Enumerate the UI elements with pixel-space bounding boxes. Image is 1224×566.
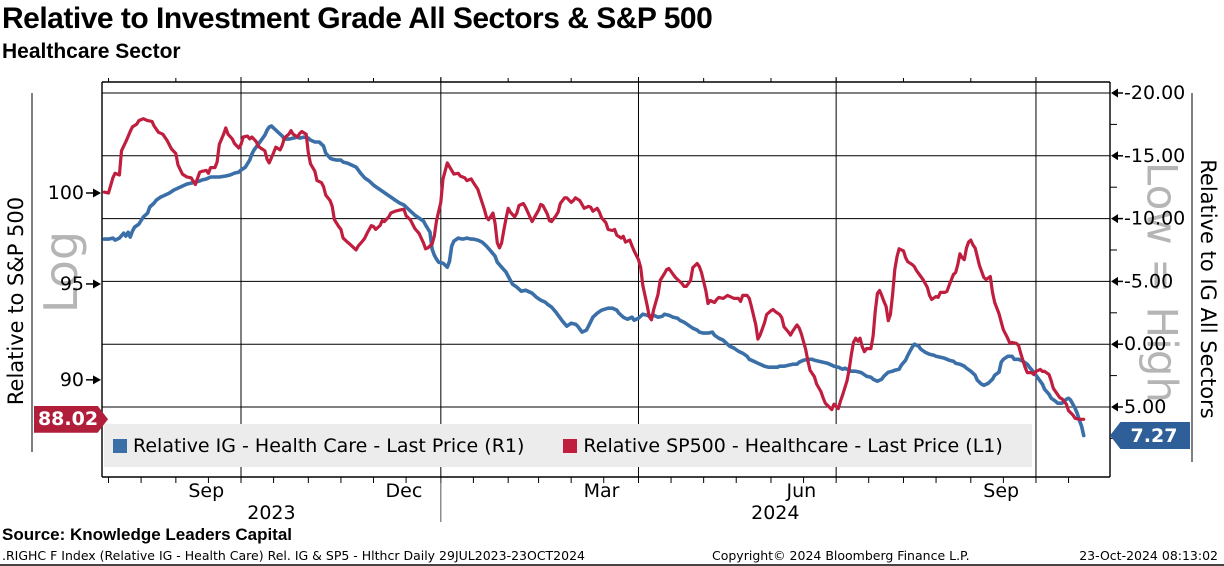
x-tick-year: 2024 bbox=[751, 502, 799, 524]
legend-label-relative-ig: Relative IG - Health Care - Last Price (… bbox=[133, 434, 525, 457]
svg-text:90: 90 bbox=[60, 369, 84, 391]
last-price-tag-red: 88.02 bbox=[34, 405, 108, 433]
series-lines bbox=[102, 117, 1086, 438]
svg-text:100: 100 bbox=[48, 182, 84, 204]
legend: Relative IG - Health Care - Last Price (… bbox=[104, 424, 1032, 467]
chart-subtitle: Healthcare Sector bbox=[2, 40, 181, 63]
svg-text:95: 95 bbox=[60, 273, 84, 295]
x-tick-month: Sep bbox=[188, 480, 224, 502]
red-series-swatch-icon bbox=[563, 438, 578, 453]
red-sp500-healthcare-line bbox=[102, 117, 1086, 421]
index-description: .RIGHC F Index (Relative IG - Health Car… bbox=[2, 548, 585, 563]
svg-text:-15.00: -15.00 bbox=[1124, 145, 1185, 167]
window-bottom-edge bbox=[0, 564, 1224, 566]
source-attribution: Source: Knowledge Leaders Capital bbox=[2, 525, 293, 544]
x-axis-ticks: Sep Dec Mar Jun Sep 2023 2024 bbox=[108, 78, 1070, 524]
left-axis-ticks: 100 95 90 bbox=[48, 182, 101, 391]
legend-label-relative-sp500: Relative SP500 - Healthcare - Last Price… bbox=[583, 434, 1003, 457]
legend-item-relative-sp500: Relative SP500 - Healthcare - Last Price… bbox=[554, 434, 1003, 457]
plot-frame bbox=[31, 81, 1193, 478]
svg-text:-5.00: -5.00 bbox=[1124, 270, 1173, 292]
timestamp: 23-Oct-2024 08:13:02 bbox=[1079, 548, 1218, 563]
svg-text:-20.00: -20.00 bbox=[1124, 82, 1185, 104]
chart-title: Relative to Investment Grade All Sectors… bbox=[2, 2, 713, 35]
x-tick-month: Sep bbox=[983, 480, 1019, 502]
copyright-notice: Copyright© 2024 Bloomberg Finance L.P. bbox=[712, 548, 970, 563]
x-tick-month: Dec bbox=[386, 480, 423, 502]
last-price-tag-blue: 7.27 bbox=[1110, 422, 1190, 449]
blue-ig-healthcare-line bbox=[102, 124, 1086, 438]
svg-text:-10.00: -10.00 bbox=[1124, 208, 1185, 230]
svg-text:0.00: 0.00 bbox=[1124, 333, 1166, 355]
right-axis-ticks: -20.00 -15.00 -10.00 -5.00 0.00 5.00 bbox=[1110, 82, 1185, 439]
blue-series-swatch-icon bbox=[113, 438, 127, 453]
x-tick-month: Mar bbox=[584, 480, 620, 502]
x-tick-month: Jun bbox=[786, 480, 817, 502]
x-tick-year: 2023 bbox=[247, 502, 295, 524]
svg-text:5.00: 5.00 bbox=[1124, 396, 1166, 418]
gridlines bbox=[102, 77, 1110, 477]
legend-item-relative-ig: Relative IG - Health Care - Last Price (… bbox=[104, 435, 524, 457]
